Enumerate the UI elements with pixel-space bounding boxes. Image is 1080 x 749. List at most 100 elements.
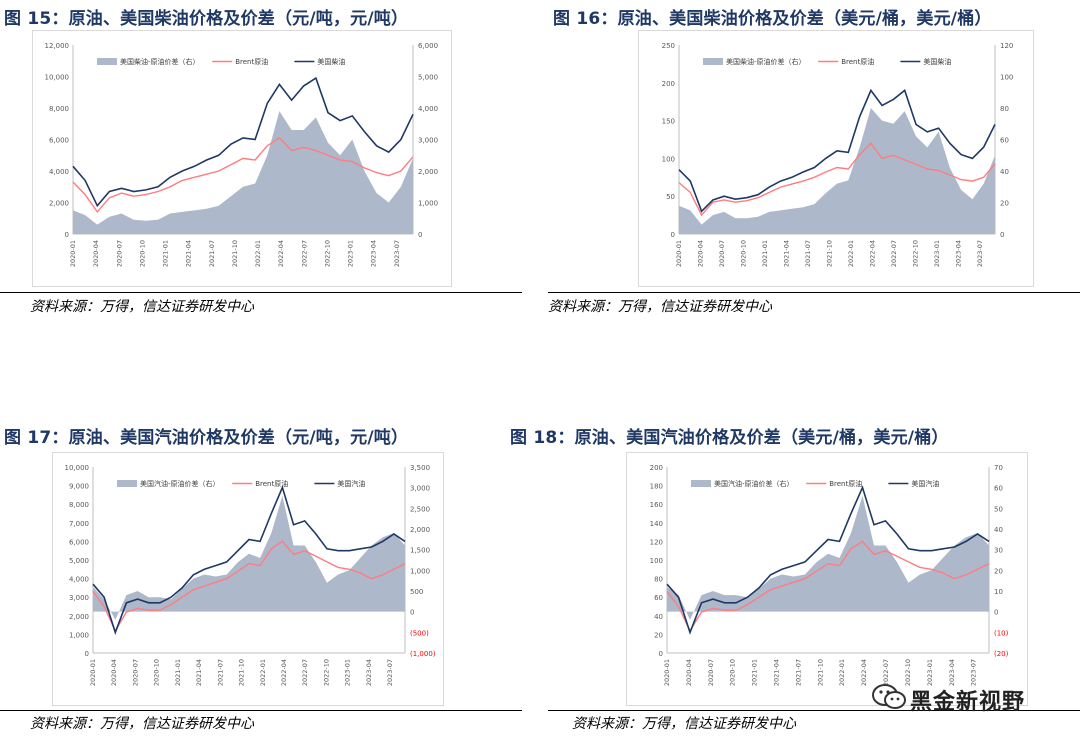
legend: 美国汽油-原油价差（右） Brent原油 美国汽油 <box>691 479 939 488</box>
chart-16: 0 50 100 150 200 250 0 20 40 60 80 100 120 2020-01 202… <box>662 42 1014 267</box>
x-tick-label: 2022-07 <box>300 240 308 267</box>
left-tick-label: 10,000 <box>65 464 90 472</box>
figure-title-17: 图 17：原油、美国汽油价格及价差（元/吨，元/吨） <box>4 428 409 448</box>
right-tick-label: 60 <box>1000 137 1009 145</box>
right-tick-label: 30 <box>994 547 1003 555</box>
source-note-16: 资料来源：万得，信达证券研发中心 <box>548 299 772 315</box>
x-tick-label: 2022-04 <box>277 240 285 267</box>
x-tick-label: 2022-01 <box>254 240 262 267</box>
x-tick-label: 2023-01 <box>933 240 941 267</box>
left-tick-label: 7,000 <box>69 520 89 528</box>
x-tick-label: 2021-10 <box>238 659 246 686</box>
right-tick-label: 120 <box>1000 42 1013 50</box>
legend-label: 美国汽油-原油价差（右） <box>714 479 794 488</box>
legend-label: Brent原油 <box>841 57 874 66</box>
left-tick-label: 80 <box>654 576 663 584</box>
x-tick-label: 2022-10 <box>323 240 331 267</box>
legend: 美国柴油-原油价差（右） Brent原油 美国柴油 <box>97 57 345 66</box>
right-tick-label: 1,500 <box>410 547 430 555</box>
right-tick-label: 1,000 <box>410 567 430 575</box>
right-tick-label: 3,000 <box>418 137 438 145</box>
left-tick-label: 0 <box>65 231 69 239</box>
right-tick-label: 3,500 <box>410 464 430 472</box>
legend-swatch-spread <box>97 58 117 65</box>
x-tick-label: 2022-04 <box>280 659 288 686</box>
x-tick-label: 2021-04 <box>773 659 781 686</box>
right-tick-label: 4,000 <box>418 105 438 113</box>
right-tick-label: 3,000 <box>410 485 430 493</box>
right-tick-label: 100 <box>1000 74 1013 82</box>
x-tick-label: 2020-10 <box>153 659 161 686</box>
x-tick-label: 2020-10 <box>739 240 747 267</box>
x-tick-label: 2022-01 <box>259 659 267 686</box>
source-note-17: 资料来源：万得，信达证券研发中心 <box>30 716 254 732</box>
right-tick-label: 0 <box>1000 231 1004 239</box>
left-tick-label: 3,000 <box>69 594 89 602</box>
watermark-text: 黑金新视野 <box>910 690 1026 715</box>
right-tick-label: 2,000 <box>418 168 438 176</box>
legend: 美国柴油-原油价差（右） Brent原油 美国柴油 <box>703 57 951 66</box>
right-tick-label: 60 <box>994 485 1003 493</box>
x-tick-label: 2021-01 <box>174 659 182 686</box>
left-tick-label: 100 <box>650 557 663 565</box>
legend-label: 美国柴油 <box>317 57 345 66</box>
right-tick-label: 20 <box>1000 200 1009 208</box>
x-tick-label: 2021-04 <box>782 240 790 267</box>
x-tick-label: 2022-04 <box>860 659 868 686</box>
right-tick-label: 20 <box>994 567 1003 575</box>
legend-swatch-spread <box>691 480 711 487</box>
left-tick-label: 160 <box>650 501 663 509</box>
legend-swatch-spread <box>703 58 723 65</box>
left-tick-label: 20 <box>654 631 663 639</box>
figure-title-18: 图 18：原油、美国汽油价格及价差（美元/桶，美元/桶） <box>510 428 949 448</box>
legend-label: 美国柴油 <box>923 57 951 66</box>
left-tick-label: 1,000 <box>69 631 89 639</box>
left-tick-label: 0 <box>85 650 89 658</box>
x-tick-label: 2022-10 <box>322 659 330 686</box>
series-line-brent <box>678 142 996 217</box>
x-tick-label: 2023-07 <box>970 659 978 686</box>
left-tick-label: 200 <box>662 80 675 88</box>
chart-15: 0 2,000 4,000 6,000 8,000 10,000 12,000 0 1,000 2… <box>45 42 439 267</box>
x-tick-label: 2021-10 <box>825 240 833 267</box>
x-tick-label: 2021-01 <box>751 659 759 686</box>
chart-17: 0 1,000 2,000 3,000 4,000 5,000 6,000 7,000 8,00… <box>65 464 436 686</box>
legend-label: 美国汽油 <box>337 479 365 488</box>
chart-18: 0 20 40 60 80 100 120 140 160 180 200 (20) (10) 0 10 20… <box>650 464 1009 686</box>
left-tick-label: 120 <box>650 538 663 546</box>
x-tick-label: 2020-04 <box>685 659 693 686</box>
left-tick-label: 4,000 <box>49 168 69 176</box>
right-tick-label: (500) <box>410 629 429 637</box>
right-tick-label: 1,000 <box>418 200 438 208</box>
source-rule-18 <box>548 710 1080 711</box>
x-tick-label: 2022-01 <box>847 240 855 267</box>
x-tick-label: 2023-04 <box>365 659 373 686</box>
x-tick-label: 2021-01 <box>761 240 769 267</box>
left-tick-label: 150 <box>662 118 675 126</box>
x-tick-label: 2020-10 <box>138 240 146 267</box>
right-tick-label: 0 <box>418 231 422 239</box>
x-tick-label: 2023-04 <box>370 240 378 267</box>
x-tick-label: 2020-04 <box>110 659 118 686</box>
legend-label: 美国汽油 <box>911 479 939 488</box>
right-tick-label: 6,000 <box>418 42 438 50</box>
left-tick-label: 2,000 <box>69 613 89 621</box>
right-tick-label: 10 <box>994 588 1003 596</box>
source-note-18: 资料来源：万得，信达证券研发中心 <box>572 716 796 732</box>
left-tick-label: 8,000 <box>69 501 89 509</box>
right-tick-label: 80 <box>1000 105 1009 113</box>
x-tick-label: 2023-07 <box>386 659 394 686</box>
right-tick-label: 40 <box>1000 168 1009 176</box>
legend-label: 美国柴油-原油价差（右） <box>726 57 806 66</box>
figure-title-16: 图 16：原油、美国柴油价格及价差（美元/桶，美元/桶） <box>553 9 992 29</box>
right-tick-label: (20) <box>994 650 1009 658</box>
x-tick-label: 2020-01 <box>675 240 683 267</box>
x-tick-label: 2020-10 <box>729 659 737 686</box>
chart-frame-16: 0 50 100 150 200 250 0 20 40 60 80 100 120 2020-01 202… <box>638 30 1034 287</box>
left-tick-label: 5,000 <box>69 557 89 565</box>
series-line-product <box>92 485 406 635</box>
series-line-brent <box>92 540 406 633</box>
left-tick-label: 40 <box>654 613 663 621</box>
series-line-product <box>678 88 996 213</box>
right-tick-label: 500 <box>410 588 423 596</box>
